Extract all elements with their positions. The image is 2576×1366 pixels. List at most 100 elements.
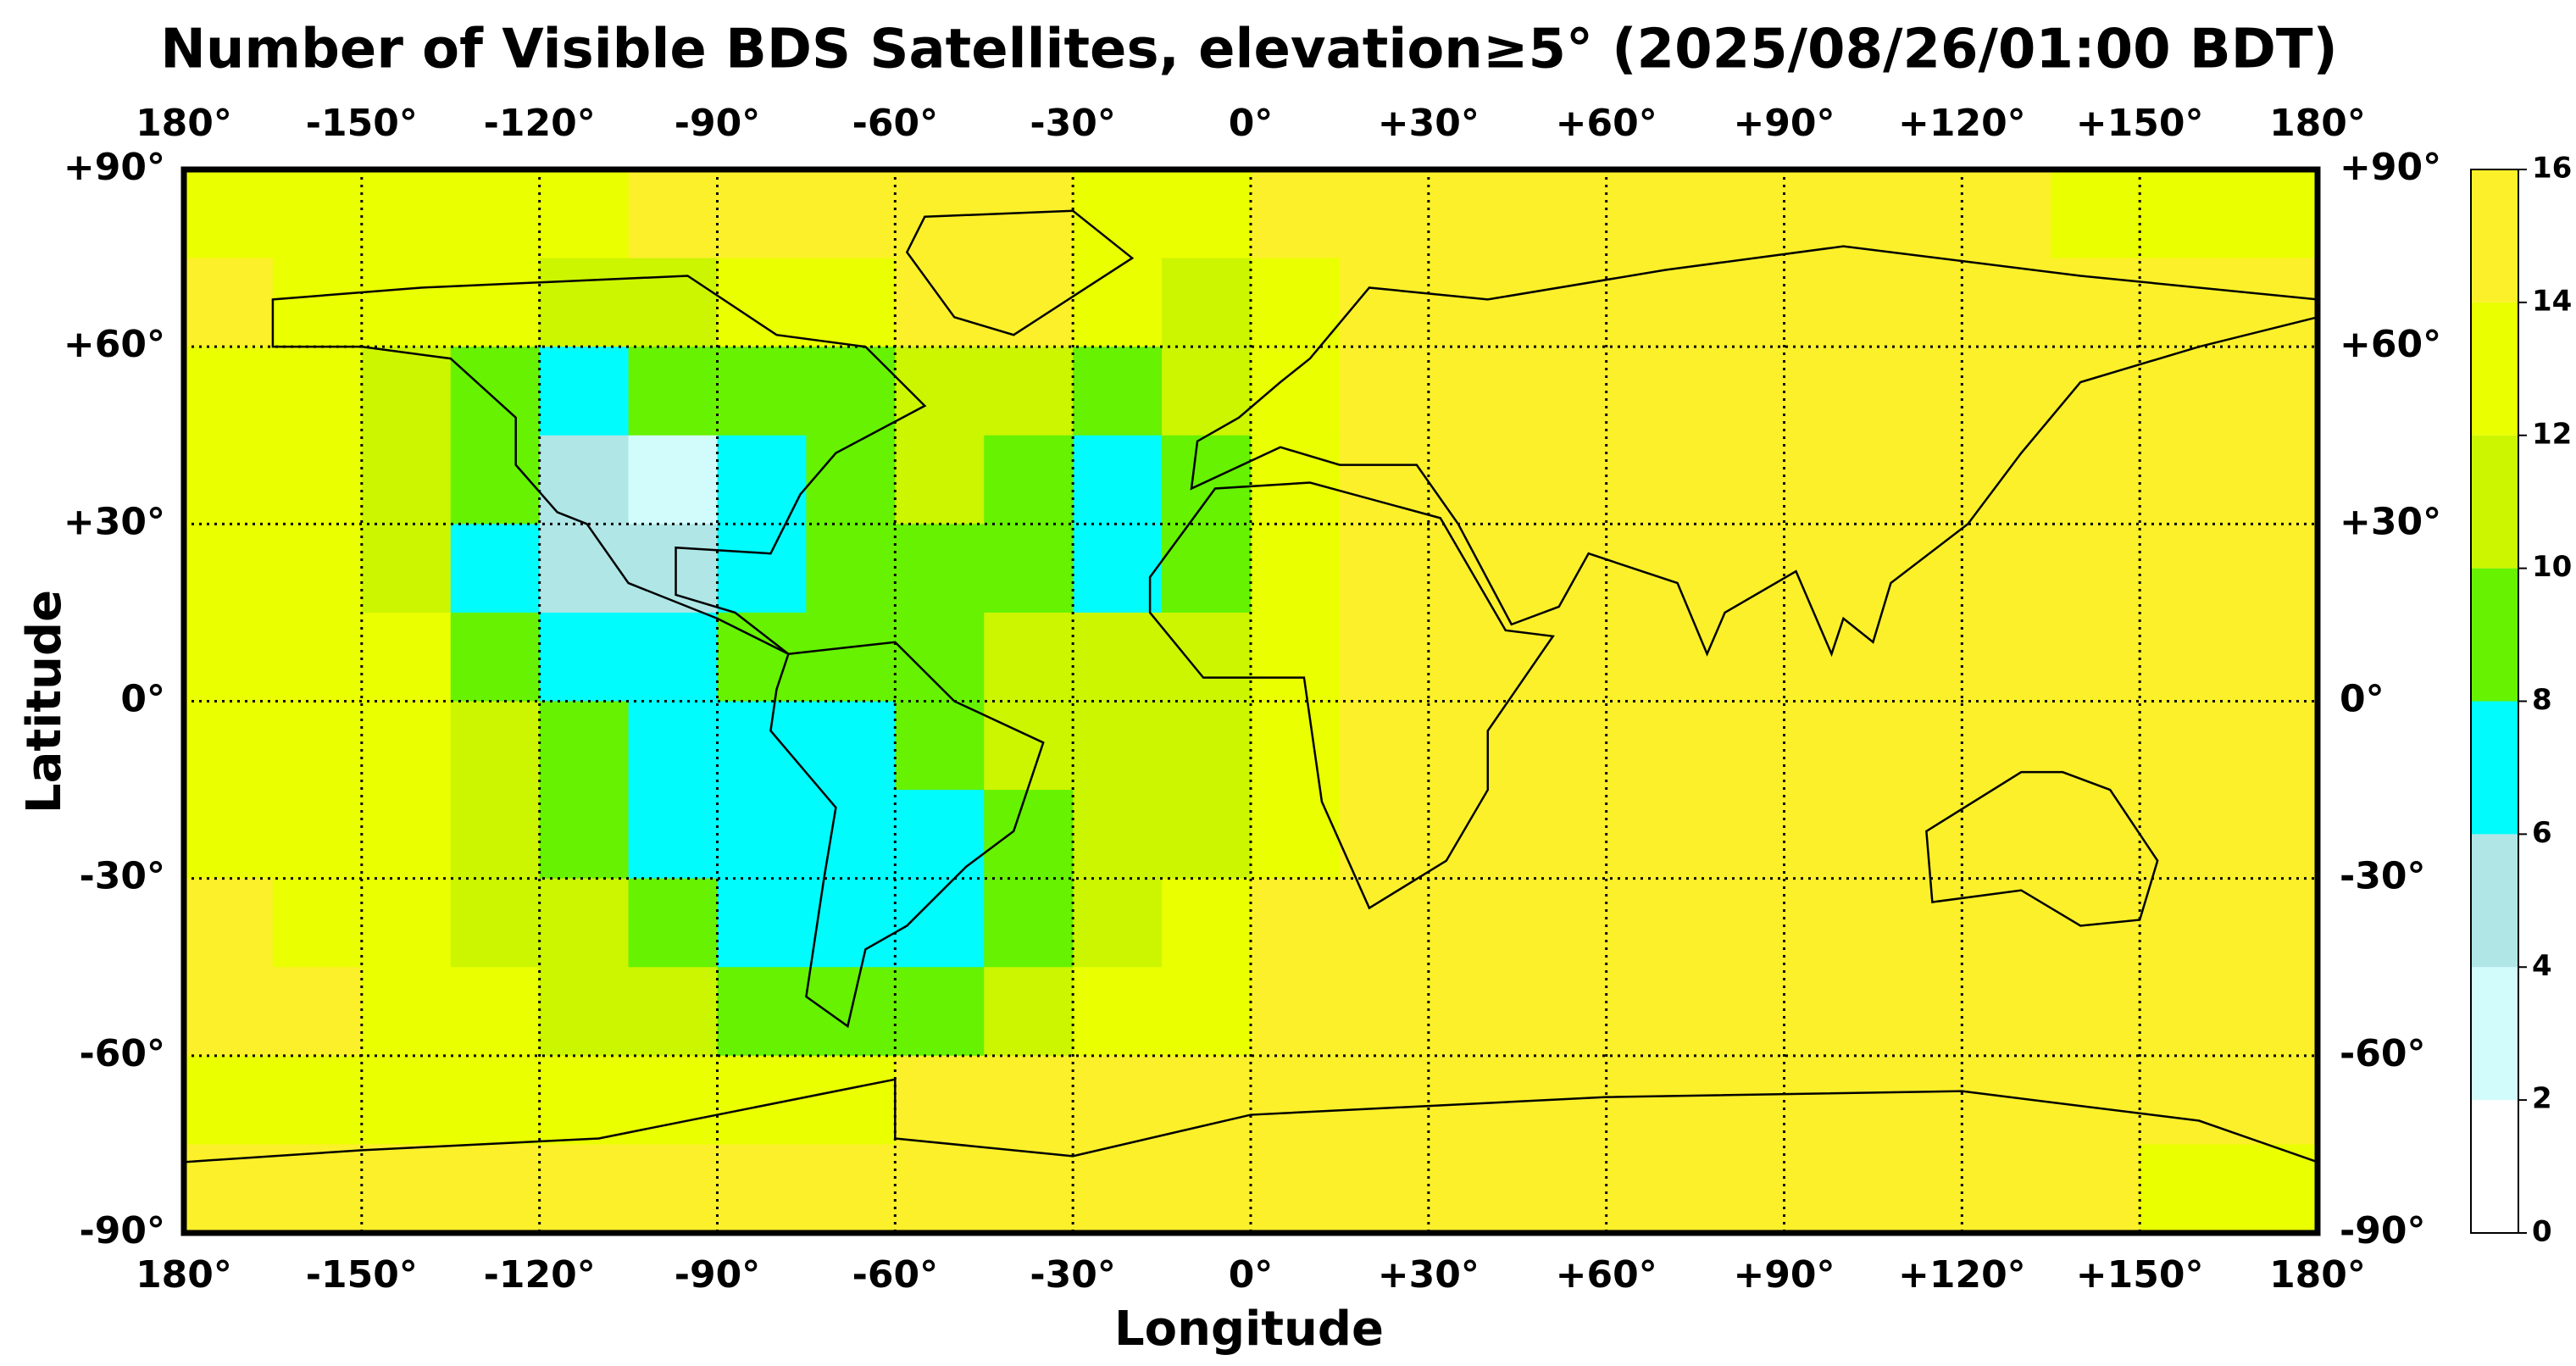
coastline <box>769 641 1045 1029</box>
heat-cell <box>184 169 274 259</box>
heat-cell <box>1962 612 2051 702</box>
heat-cell <box>1873 612 1963 702</box>
heat-cell <box>1339 790 1430 880</box>
heat-cell <box>1162 524 1252 614</box>
x-tick-label-top: -60° <box>852 102 939 145</box>
heat-cell <box>1517 612 1607 702</box>
heat-cell <box>1784 435 1874 525</box>
heat-cell <box>1873 1055 1963 1145</box>
heat-cell <box>184 1055 274 1145</box>
heat-cell <box>895 701 985 791</box>
colorbar-segment <box>2471 1100 2518 1233</box>
heat-cell <box>1695 878 1785 968</box>
colorbar-tick-label: 10 <box>2532 550 2572 584</box>
heat-cell <box>450 967 541 1057</box>
heat-cell <box>1073 701 1163 791</box>
heat-cell <box>1339 435 1430 525</box>
heat-cell <box>2051 790 2140 880</box>
heat-cell <box>1428 524 1518 614</box>
heat-cell <box>1073 347 1163 436</box>
heat-cell <box>2229 878 2318 968</box>
colorbar-tick-label: 4 <box>2532 949 2552 983</box>
heat-cell <box>2229 435 2318 525</box>
y-tick-label-right: +60° <box>2340 323 2441 366</box>
heat-cell <box>1073 612 1163 702</box>
heat-cell <box>450 612 541 702</box>
x-tick-label: +60° <box>1556 1253 1657 1297</box>
heat-cell <box>450 878 541 968</box>
heat-cell <box>1695 612 1785 702</box>
heat-cell <box>1428 258 1518 347</box>
heat-cell <box>1962 435 2051 525</box>
heat-cell <box>806 612 896 702</box>
heat-cell <box>895 790 985 880</box>
heat-cell <box>1073 524 1163 614</box>
heat-cell <box>895 435 985 525</box>
heat-cell <box>806 701 896 791</box>
heat-cell <box>539 1144 630 1234</box>
heat-cell <box>2140 701 2229 791</box>
heat-cell <box>184 967 274 1057</box>
heat-cell <box>2051 347 2140 436</box>
heat-cell <box>1606 967 1696 1057</box>
y-tick-label: -60° <box>80 1032 166 1075</box>
heat-cell <box>2051 1055 2140 1145</box>
heat-cell <box>272 524 363 614</box>
heat-cell <box>717 169 807 259</box>
heat-cell <box>1339 967 1430 1057</box>
heat-cell <box>2140 878 2229 968</box>
heat-cell <box>1073 435 1163 525</box>
heat-cell <box>450 435 541 525</box>
heat-cell <box>806 790 896 880</box>
heat-cell <box>1339 612 1430 702</box>
heat-cell <box>806 524 896 614</box>
heat-cell <box>272 258 363 347</box>
y-tick-label: -30° <box>80 855 166 898</box>
heat-cell <box>984 1144 1074 1234</box>
heat-cell <box>2051 967 2140 1057</box>
heat-cell <box>1162 435 1252 525</box>
heat-cell <box>895 524 985 614</box>
heat-cell <box>984 878 1074 968</box>
colorbar-tick-label: 2 <box>2532 1082 2552 1116</box>
heat-cell <box>1873 967 1963 1057</box>
heat-cell <box>1339 701 1430 791</box>
heat-cell <box>272 878 363 968</box>
heat-cell <box>895 347 985 436</box>
heat-cell <box>1251 169 1341 259</box>
x-tick-label: -120° <box>484 1253 596 1297</box>
heat-cell <box>628 1055 718 1145</box>
heat-cell <box>1339 878 1430 968</box>
heat-cell <box>2051 524 2140 614</box>
heat-cell <box>1251 790 1341 880</box>
heat-cell <box>1339 169 1430 259</box>
heat-cell <box>1517 169 1607 259</box>
heat-cell <box>2229 701 2318 791</box>
heat-cell <box>1162 967 1252 1057</box>
heat-cell <box>1251 435 1341 525</box>
colorbar-tick-label: 6 <box>2532 816 2552 850</box>
heat-cell <box>1695 1144 1785 1234</box>
heat-cell <box>1873 1144 1963 1234</box>
heat-cell <box>272 169 363 259</box>
heat-cell <box>1606 701 1696 791</box>
heat-cell <box>1428 169 1518 259</box>
heat-cell <box>184 347 274 436</box>
heat-cell <box>539 169 630 259</box>
coastline <box>1148 481 1555 910</box>
heat-cell <box>628 967 718 1057</box>
heat-cell <box>1873 169 1963 259</box>
heat-cell <box>1162 790 1252 880</box>
heat-cell <box>1873 347 1963 436</box>
heat-cell <box>1251 701 1341 791</box>
x-tick-label-top: 180° <box>2269 102 2366 145</box>
heat-cell <box>2229 1055 2318 1145</box>
heat-cell <box>1784 701 1874 791</box>
colorbar-segment <box>2471 701 2518 835</box>
heat-cell <box>2140 435 2229 525</box>
x-tick-label: 180° <box>2269 1253 2366 1297</box>
heat-cell <box>895 258 985 347</box>
heat-cell <box>717 258 807 347</box>
heat-cell <box>1251 878 1341 968</box>
